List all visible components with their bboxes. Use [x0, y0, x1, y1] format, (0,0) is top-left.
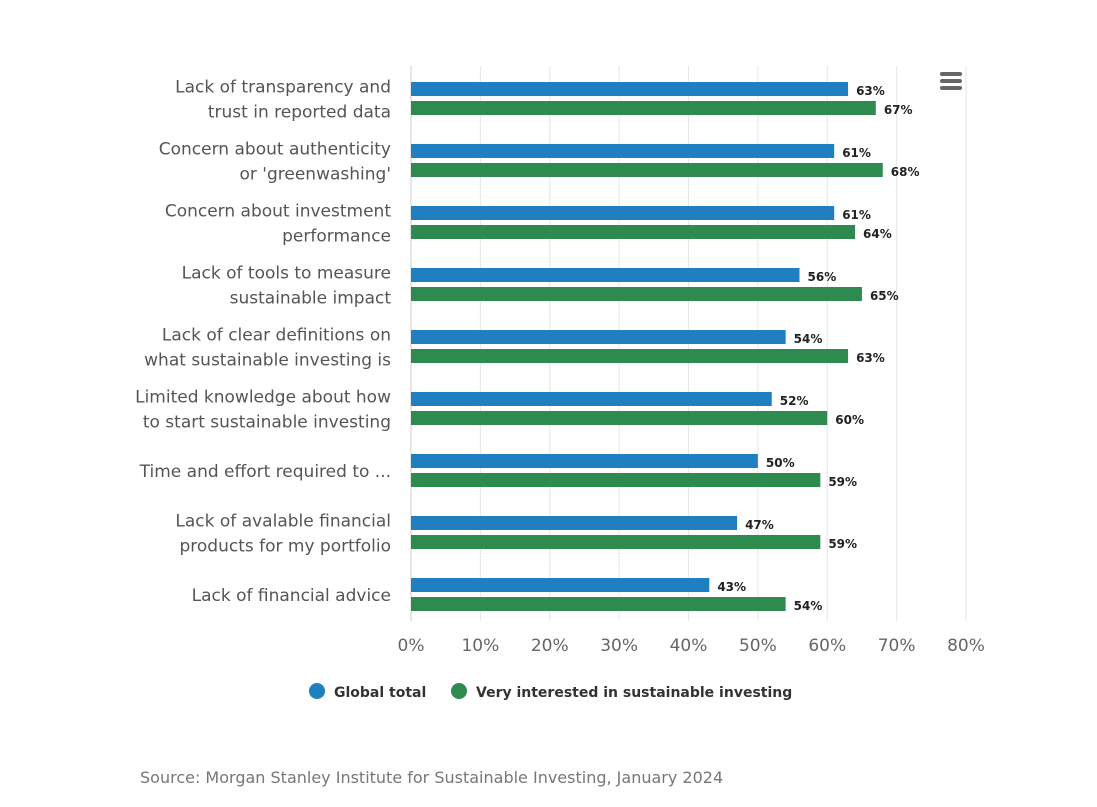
- bar-very-interested[interactable]: [411, 411, 828, 425]
- category-label: sustainable impact: [230, 289, 392, 309]
- bar-very-interested[interactable]: [411, 101, 876, 115]
- legend-marker[interactable]: [309, 683, 325, 699]
- data-label: 63%: [856, 84, 885, 98]
- bar-very-interested[interactable]: [411, 287, 862, 301]
- x-tick-label: 70%: [878, 636, 916, 656]
- data-label: 59%: [828, 475, 857, 489]
- bar-very-interested[interactable]: [411, 597, 786, 611]
- legend-marker[interactable]: [451, 683, 467, 699]
- legend[interactable]: Global total Very interested in sustainab…: [309, 683, 792, 701]
- data-label: 63%: [856, 351, 885, 365]
- category-label: Concern about authenticity: [159, 140, 391, 160]
- data-label: 50%: [766, 456, 795, 470]
- data-label: 56%: [808, 270, 837, 284]
- source-note: Source: Morgan Stanley Institute for Sus…: [140, 768, 724, 787]
- data-label: 43%: [717, 580, 746, 594]
- data-label: 47%: [745, 518, 774, 532]
- x-tick-label: 0%: [398, 636, 425, 656]
- category-label: Lack of avalable financial: [175, 512, 391, 532]
- category-label: Lack of tools to measure: [182, 264, 391, 284]
- bar-global-total[interactable]: [411, 82, 849, 96]
- bar-global-total[interactable]: [411, 206, 835, 220]
- category-label: Lack of financial advice: [192, 586, 391, 606]
- data-label: 54%: [794, 332, 823, 346]
- bar-global-total[interactable]: [411, 392, 772, 406]
- category-label: or 'greenwashing': [240, 165, 391, 185]
- bar-global-total[interactable]: [411, 268, 800, 282]
- menu-line-icon: [940, 72, 962, 76]
- bar-very-interested[interactable]: [411, 473, 821, 487]
- data-label: 68%: [891, 165, 920, 179]
- bar-global-total[interactable]: [411, 330, 786, 344]
- category-label: Limited knowledge about how: [135, 388, 391, 408]
- hamburger-menu-icon[interactable]: [938, 72, 964, 94]
- bar-very-interested[interactable]: [411, 225, 855, 239]
- bar-global-total[interactable]: [411, 144, 835, 158]
- data-label: 65%: [870, 289, 899, 303]
- data-label: 54%: [794, 599, 823, 613]
- data-label: 60%: [835, 413, 864, 427]
- category-label: performance: [282, 227, 391, 247]
- x-tick-label: 10%: [461, 636, 499, 656]
- x-tick-label: 80%: [947, 636, 985, 656]
- category-label: products for my portfolio: [179, 537, 391, 557]
- x-tick-label: 30%: [600, 636, 638, 656]
- x-tick-label: 20%: [531, 636, 569, 656]
- category-label: Time and effort required to ...: [139, 462, 391, 482]
- bar-global-total[interactable]: [411, 516, 738, 530]
- category-label: to start sustainable investing: [143, 413, 391, 433]
- category-label: Lack of transparency and: [175, 78, 391, 98]
- bar-global-total[interactable]: [411, 454, 758, 468]
- x-tick-label: 60%: [808, 636, 846, 656]
- bar-very-interested[interactable]: [411, 535, 821, 549]
- data-label: 64%: [863, 227, 892, 241]
- data-label: 61%: [842, 208, 871, 222]
- data-label: 67%: [884, 103, 913, 117]
- bar-very-interested[interactable]: [411, 163, 883, 177]
- legend-label[interactable]: Very interested in sustainable investing: [476, 685, 792, 701]
- menu-line-icon: [940, 86, 962, 90]
- x-axis-tick-labels: 0% 10% 20% 30% 40% 50% 60% 70% 80%: [398, 636, 985, 656]
- category-label: trust in reported data: [208, 103, 391, 123]
- category-label: what sustainable investing is: [144, 351, 391, 371]
- category-label: Concern about investment: [165, 202, 392, 222]
- value-labels: 63% 67% 61% 68% 61% 64% 56% 65% 54% 63% 52% 60% 50% 5…: [717, 84, 919, 613]
- x-tick-label: 50%: [739, 636, 777, 656]
- x-tick-label: 40%: [670, 636, 708, 656]
- data-label: 52%: [780, 394, 809, 408]
- bars: [411, 82, 883, 611]
- bar-global-total[interactable]: [411, 578, 710, 592]
- bar-very-interested[interactable]: [411, 349, 849, 363]
- category-label: Lack of clear definitions on: [162, 326, 391, 346]
- category-labels: Lack of transparency and trust in reporte…: [135, 78, 391, 607]
- data-label: 59%: [828, 537, 857, 551]
- legend-label[interactable]: Global total: [334, 685, 426, 701]
- menu-line-icon: [940, 79, 962, 83]
- data-label: 61%: [842, 146, 871, 160]
